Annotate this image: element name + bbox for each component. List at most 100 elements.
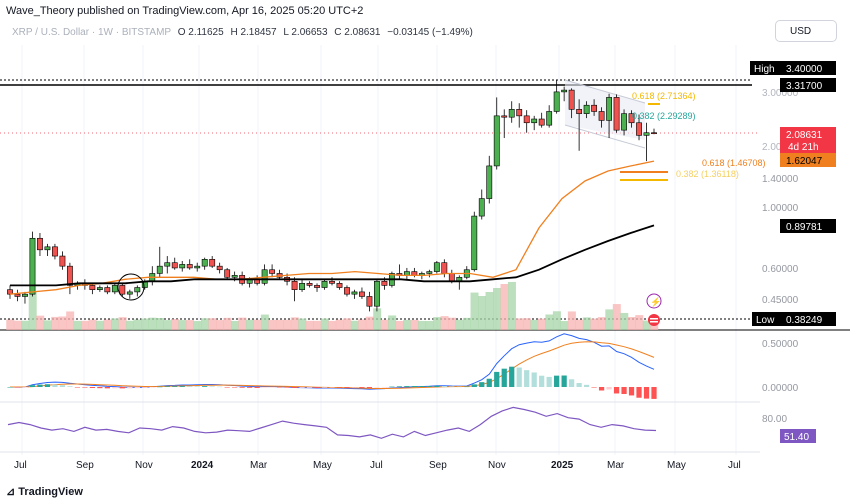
candle [201, 257, 208, 270]
volume-bar [448, 317, 457, 330]
candle [149, 266, 156, 286]
fib-label-2: 0.382 (2.29289) [632, 111, 696, 121]
flag-icon-stripe [650, 321, 658, 323]
ema-orange-line [9, 160, 655, 295]
candle [501, 109, 508, 139]
volume-bar [455, 319, 464, 330]
volume-bar [507, 282, 516, 330]
candle [224, 267, 231, 280]
macd-bar [524, 370, 530, 387]
macd-bar [441, 386, 447, 387]
tradingview-logo-text: TradingView [18, 486, 83, 498]
event-icons[interactable]: ⚡ [646, 293, 662, 326]
x-tick: Sep [429, 460, 447, 471]
candle [636, 114, 642, 141]
volume-bar [178, 320, 187, 330]
candle [291, 277, 298, 302]
candle [561, 86, 568, 102]
current-price-badge [780, 127, 836, 153]
volume-bar [552, 311, 561, 330]
candle [591, 99, 598, 116]
candle [598, 107, 605, 128]
macd-bar [224, 387, 230, 388]
candle [37, 232, 43, 257]
x-tick: Jul [14, 460, 27, 471]
tradingview-logo[interactable]: ⊿ TradingView [6, 485, 83, 498]
candle [576, 99, 583, 151]
macd-bar [479, 382, 485, 387]
candle [7, 285, 13, 299]
volume-bar [373, 308, 382, 330]
volume-bar [500, 284, 509, 330]
macd-bar [254, 387, 260, 388]
volume-bar [111, 318, 120, 330]
macd-bar [336, 387, 343, 388]
macd-bar [494, 371, 500, 387]
volume-bar [313, 320, 322, 330]
currency-button[interactable]: USD [775, 20, 837, 42]
volume-bar [28, 291, 37, 330]
macd-bar [67, 386, 73, 387]
rsi-badge [780, 429, 816, 443]
volume-area [6, 282, 659, 330]
macd-bar [157, 386, 163, 388]
candle [351, 289, 358, 299]
volume-bar [260, 314, 269, 330]
candle [299, 279, 305, 292]
macd-bar [142, 387, 148, 388]
macd-bar [359, 387, 365, 388]
candle [493, 97, 500, 170]
candle [478, 189, 485, 220]
macd-bar [247, 387, 253, 388]
volume-bar [470, 292, 479, 330]
macd-bar [404, 386, 410, 387]
candle [553, 80, 560, 114]
macd-bar [82, 387, 88, 388]
macd-bar [554, 375, 560, 387]
time-axis[interactable]: Jul Sep Nov 2024 Mar May Jul Sep Nov 2025 Mar May Ju… [14, 460, 741, 471]
macd-bar [621, 387, 627, 394]
candle [209, 256, 216, 268]
macd-bar [628, 387, 635, 396]
x-tick: Nov [488, 460, 506, 471]
price-axis[interactable]: 3.00000 2.00000 1.40000 1.00000 0.60000 … [750, 61, 836, 443]
ema-black-badge-text: 0.89781 [786, 222, 823, 233]
flag-icon[interactable] [648, 314, 660, 326]
volume-bar [560, 321, 569, 330]
volume-bar [328, 320, 337, 330]
low-badge-label: Low [756, 315, 775, 326]
symbol-label[interactable]: XRP / U.S. Dollar · 1W · BITSTAMP [12, 27, 171, 38]
volume-bar [163, 320, 172, 330]
volume-bar [582, 317, 591, 330]
candle [126, 289, 133, 299]
candle [306, 281, 313, 288]
candle [516, 103, 523, 128]
candle [583, 101, 590, 119]
volume-bar [298, 318, 307, 330]
macd-bar [516, 367, 522, 387]
candle [29, 231, 36, 297]
volume-bar [193, 321, 202, 330]
candle [538, 112, 545, 128]
candle [403, 267, 410, 280]
volume-bar [156, 317, 165, 330]
candle [628, 110, 635, 128]
high-value-text: 3.40000 [786, 64, 823, 75]
volume-bar [305, 320, 314, 330]
volume-bar [208, 318, 217, 330]
macd-bar [576, 383, 582, 387]
macd-bar [449, 386, 455, 387]
macd-bar [344, 387, 350, 388]
candle [119, 283, 126, 297]
volume-bar [545, 314, 554, 330]
macd-bar [104, 387, 110, 389]
volume-bar [238, 317, 247, 330]
ohlc-legend: XRP / U.S. Dollar · 1W · BITSTAMP O 2.11… [12, 27, 473, 38]
candle [171, 257, 178, 270]
rsi-y-tick: 80.00 [762, 414, 787, 425]
volume-bar [118, 317, 127, 330]
macd-bar [591, 387, 597, 388]
lightning-icon[interactable] [646, 293, 662, 309]
macd-bar [546, 376, 552, 387]
